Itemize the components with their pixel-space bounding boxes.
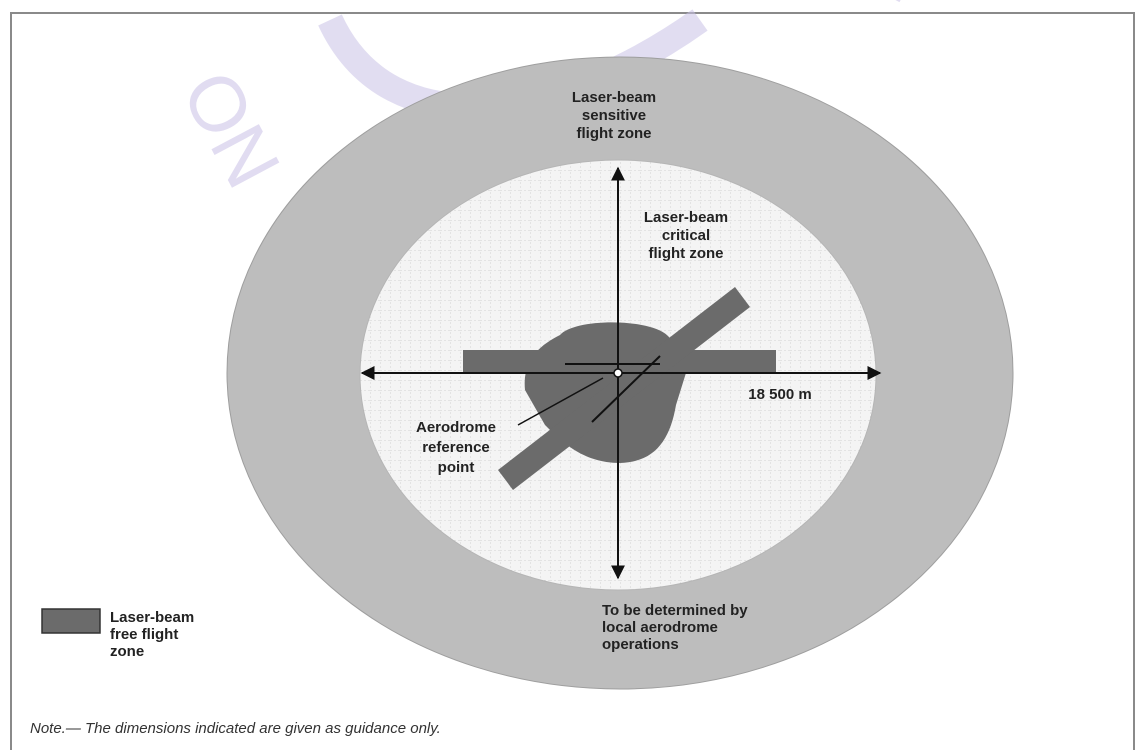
label-sensitive-zone-line-3: flight zone [577,125,652,142]
label-determined-line-3: operations [602,636,679,653]
label-critical-zone-line-3: flight zone [649,245,724,262]
legend-label-line-1: Laser-beam [110,609,194,626]
label-critical-zone: Laser-beam critical flight zone [644,209,728,262]
label-critical-zone-line-2: critical [662,227,710,244]
label-arp: Aerodrome reference point [416,419,496,476]
arp-pointer-line [517,377,604,426]
label-sensitive-zone: Laser-beam sensitive flight zone [572,89,656,142]
label-determined: To be determined by local aerodrome oper… [602,602,748,653]
free-zone-runway-diagonal [498,287,750,490]
label-arp-line-1: Aerodrome [416,419,496,436]
label-determined-line-1: To be determined by [602,602,748,619]
legend-label-line-2: free flight [110,626,178,643]
label-sensitive-zone-line-1: Laser-beam [572,89,656,106]
aerodrome-reference-point-marker [613,368,623,378]
label-arp-line-2: reference [422,439,490,456]
watermark-text-left: ON [165,57,298,202]
label-determined-line-2: local aerodrome [602,619,718,636]
watermark-text-right: TY [827,0,951,28]
legend-label-line-3: zone [110,643,144,660]
label-critical-zone-line-1: Laser-beam [644,209,728,226]
guidance-note: Note.— The dimensions indicated are give… [30,720,441,737]
label-distance: 18 500 m [748,386,811,403]
figure-frame [10,12,1135,750]
label-sensitive-zone-line-2: sensitive [582,107,646,124]
runway-centreline-diagonal [591,355,661,423]
label-arp-line-3: point [438,459,475,476]
legend-swatch-free-zone [41,608,101,634]
legend: Laser-beam free flight zone [41,608,194,660]
